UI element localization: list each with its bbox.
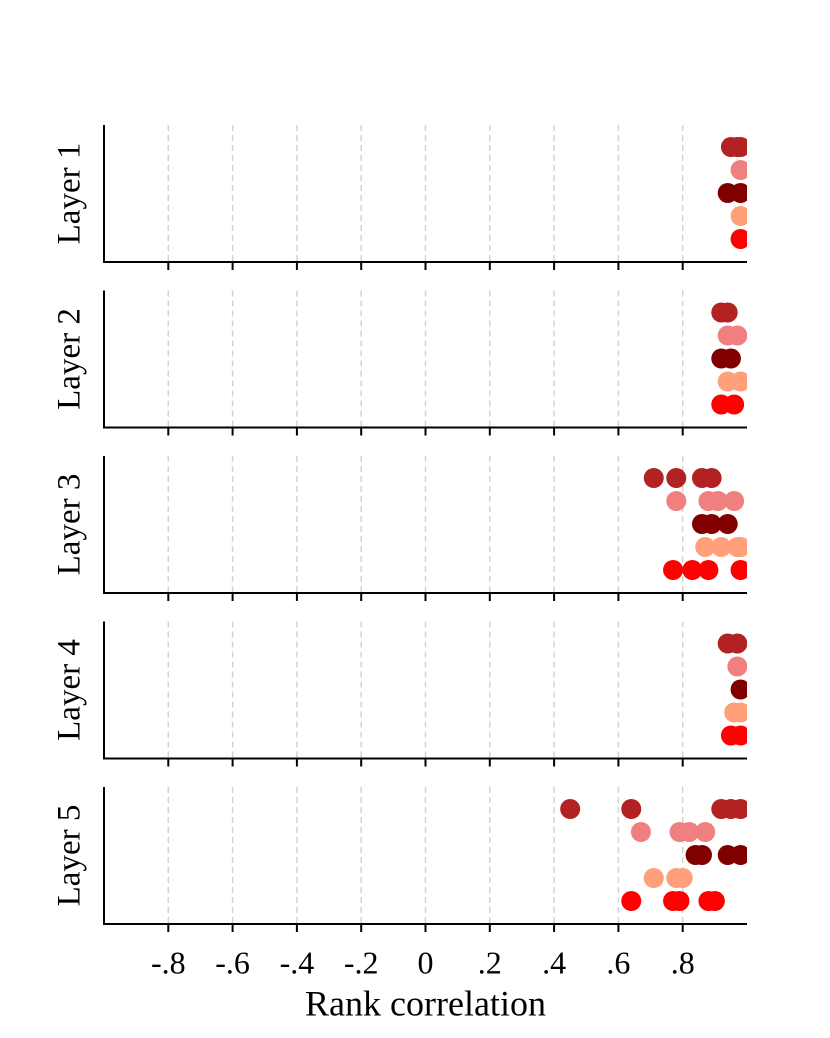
dot — [698, 560, 719, 580]
dot — [730, 206, 747, 226]
dot — [630, 822, 651, 842]
dot — [730, 537, 747, 557]
dot — [730, 137, 747, 157]
points — [643, 468, 747, 580]
points — [717, 633, 747, 746]
dot — [682, 560, 703, 580]
dot — [730, 799, 747, 819]
dot — [724, 491, 745, 511]
dot — [621, 799, 642, 819]
dot — [730, 702, 747, 723]
x-tick-label: -.2 — [344, 944, 379, 980]
dot — [643, 468, 664, 488]
dot — [724, 394, 745, 415]
dot — [691, 845, 712, 865]
dot — [560, 799, 581, 819]
dot — [621, 891, 642, 911]
dot — [704, 891, 725, 911]
dot — [695, 822, 716, 842]
dot — [643, 868, 664, 888]
dot — [727, 325, 747, 346]
dot — [701, 514, 722, 534]
x-tick-label: 0 — [418, 944, 434, 980]
y-axis-label: Layer 2 — [52, 308, 88, 410]
y-axis-label: Layer 5 — [52, 805, 88, 907]
dot — [666, 491, 687, 511]
dot — [730, 229, 747, 249]
x-tick-label: .6 — [606, 944, 630, 980]
dot — [727, 656, 747, 677]
points — [560, 799, 747, 911]
dot — [730, 183, 747, 203]
x-axis-label: Rank correlation — [305, 983, 546, 1023]
x-tick-label: .8 — [671, 944, 695, 980]
dot — [730, 679, 747, 700]
dot — [711, 537, 732, 557]
dot — [663, 560, 684, 580]
panel: Layer 3 — [52, 456, 747, 601]
panel: Layer 5 -.8 -.6 -.4 -.2 0 .2 .4 .6 .8 Rank correla… — [52, 787, 747, 1023]
panel: Layer 2 — [52, 290, 747, 436]
dot — [679, 822, 700, 842]
x-tick-label: .4 — [542, 944, 566, 980]
panel: Layer 1 — [52, 125, 747, 270]
dot — [701, 468, 722, 488]
dot — [672, 868, 693, 888]
points — [717, 137, 747, 249]
dot — [720, 348, 741, 369]
dot — [666, 468, 687, 488]
dot — [669, 891, 690, 911]
y-axis-label: Layer 4 — [52, 639, 88, 741]
dot — [727, 633, 747, 654]
x-tick-label: -.4 — [280, 944, 315, 980]
dot — [730, 371, 747, 392]
points — [711, 302, 747, 415]
panel: Layer 4 — [52, 621, 747, 767]
dot — [717, 514, 738, 534]
y-axis-label: Layer 3 — [52, 474, 88, 576]
x-tick-label: -.8 — [151, 944, 186, 980]
dot — [730, 160, 747, 180]
dot — [730, 725, 747, 746]
dot — [717, 302, 738, 323]
dot — [695, 537, 716, 557]
dot — [730, 560, 747, 580]
dot — [730, 845, 747, 865]
x-tick-label: -.6 — [215, 944, 250, 980]
x-tick-label: .2 — [478, 944, 502, 980]
y-axis-label: Layer 1 — [52, 143, 88, 245]
dot — [708, 491, 729, 511]
